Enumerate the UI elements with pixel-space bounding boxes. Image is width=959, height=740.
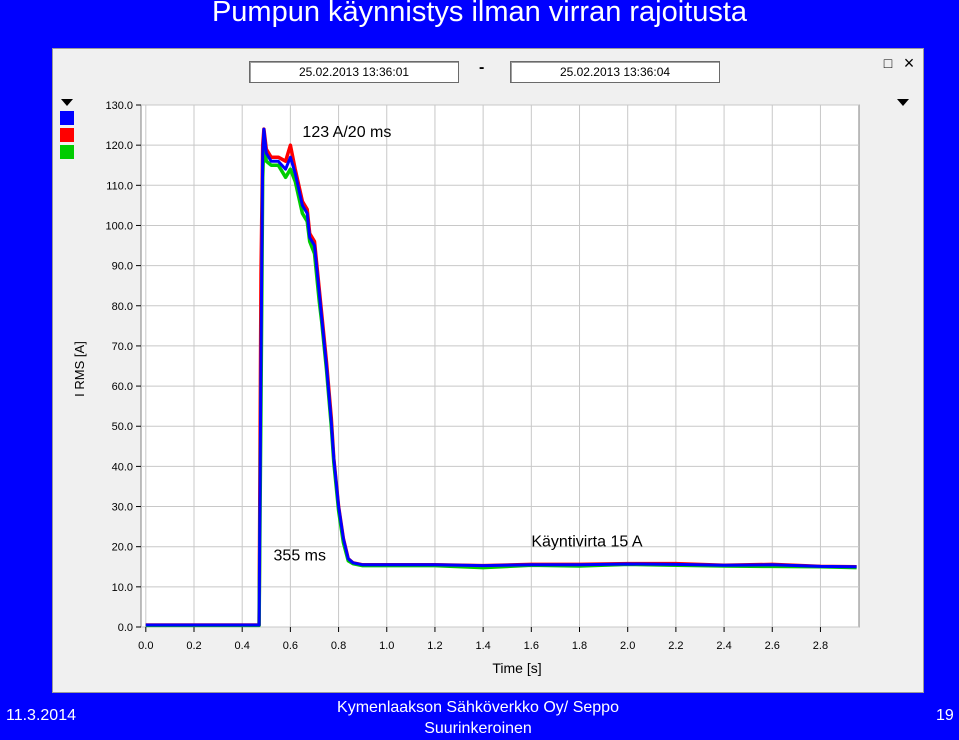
x-tick-label: 1.4 bbox=[475, 640, 490, 652]
series-line bbox=[145, 127, 857, 627]
y-tick-label: 40.0 bbox=[112, 461, 133, 473]
x-tick-label: 2.6 bbox=[765, 640, 780, 652]
x-tick-label: 0.2 bbox=[186, 640, 201, 652]
restore-icon[interactable]: □ bbox=[883, 55, 893, 71]
x-tick-label: 1.6 bbox=[524, 640, 539, 652]
y-tick-label: 120.0 bbox=[105, 140, 133, 152]
legend-swatch-green[interactable] bbox=[60, 145, 74, 159]
time-range-separator: - bbox=[479, 59, 485, 76]
x-axis-label: Time [s] bbox=[492, 660, 541, 676]
chart-annotation: Käyntivirta 15 A bbox=[531, 534, 643, 551]
y-tick-label: 60.0 bbox=[112, 381, 133, 393]
plot-area bbox=[140, 104, 860, 628]
legend-swatch-blue[interactable] bbox=[60, 111, 74, 125]
y-tick-label: 110.0 bbox=[106, 180, 133, 192]
x-tick-label: 1.2 bbox=[427, 640, 442, 652]
x-tick-label: 2.8 bbox=[813, 640, 828, 652]
y-tick-label: 130.0 bbox=[105, 100, 133, 112]
chart-annotation: 123 A/20 ms bbox=[302, 124, 391, 141]
x-tick-label: 1.8 bbox=[572, 640, 587, 652]
footer-date: 11.3.2014 bbox=[6, 707, 76, 724]
axis-dropdown-icon[interactable] bbox=[897, 99, 909, 106]
start-time-field[interactable]: 25.02.2013 13:36:01 bbox=[249, 61, 459, 83]
y-tick-label: 100.0 bbox=[105, 220, 133, 232]
y-tick-label: 50.0 bbox=[112, 421, 133, 433]
x-tick-label: 2.4 bbox=[716, 640, 731, 652]
x-tick-label: 0.4 bbox=[235, 640, 250, 652]
y-tick-label: 0.0 bbox=[118, 622, 133, 634]
y-tick-label: 20.0 bbox=[112, 542, 133, 554]
end-time-field[interactable]: 25.02.2013 13:36:04 bbox=[510, 61, 720, 83]
slide-title: Pumpun käynnistys ilman virran rajoitust… bbox=[211, 0, 748, 28]
y-tick-label: 80.0 bbox=[112, 301, 133, 313]
page-number: 19 bbox=[936, 707, 954, 724]
x-tick-label: 0.8 bbox=[331, 640, 346, 652]
x-tick-label: 0.0 bbox=[138, 640, 153, 652]
x-tick-label: 0.6 bbox=[283, 640, 298, 652]
close-icon[interactable]: × bbox=[903, 53, 915, 73]
x-tick-label: 2.2 bbox=[668, 640, 683, 652]
y-tick-label: 90.0 bbox=[112, 261, 133, 273]
x-tick-label: 2.0 bbox=[620, 640, 635, 652]
chart-annotation: 355 ms bbox=[274, 548, 326, 565]
y-tick-label: 10.0 bbox=[112, 582, 133, 594]
legend-swatch-red[interactable] bbox=[60, 128, 74, 142]
y-axis-label: I RMS [A] bbox=[72, 341, 87, 397]
x-tick-label: 1.0 bbox=[379, 640, 394, 652]
y-tick-label: 30.0 bbox=[112, 502, 133, 514]
legend-dropdown-icon[interactable] bbox=[61, 99, 73, 106]
y-tick-label: 70.0 bbox=[112, 341, 133, 353]
footer-organization: Kymenlaakson Sähköverkko Oy/ Seppo Suuri… bbox=[337, 699, 619, 737]
